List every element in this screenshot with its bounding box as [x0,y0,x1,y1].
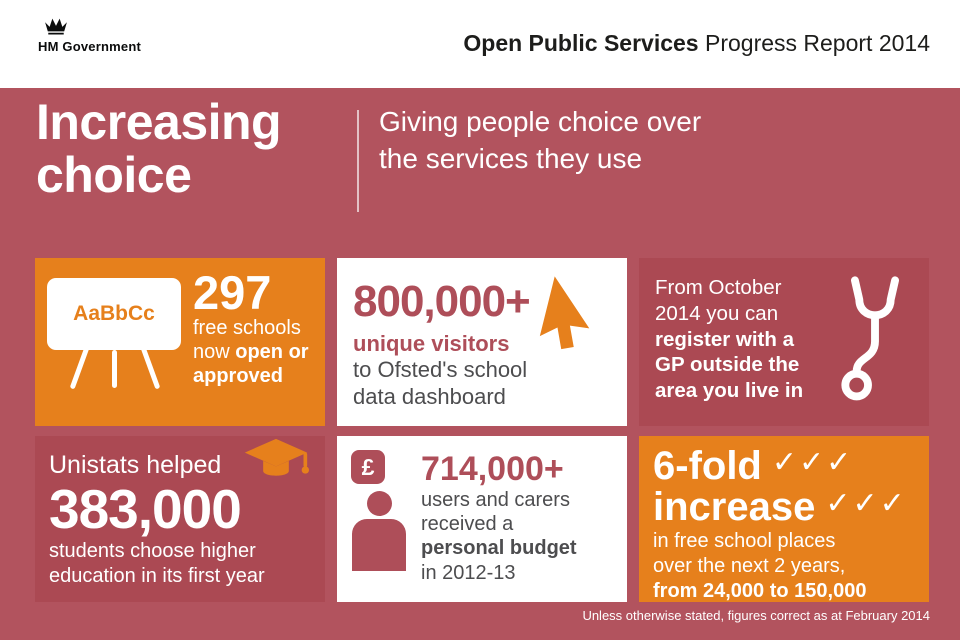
gp-bold3: area you live in [655,379,804,403]
footnote: Unless otherwise stated, figures correct… [582,608,930,623]
easel-leg-left [69,346,90,390]
school-places-headline2: increase ✓✓✓ [653,484,907,529]
free-schools-line2: now open or [193,341,309,363]
chalkboard-easel-icon: AaBbCc [47,278,183,408]
ofsted-visitors-count: 800,000+ [353,277,531,326]
ofsted-line2: to Ofsted's school [353,357,528,382]
free-schools-text: 297 free schools now open or approved [193,269,309,388]
pound-badge-icon: £ [351,450,385,484]
school-places-headline1: 6-fold ✓✓✓ [653,444,854,488]
unistats-intro: Unistats helped [49,451,222,479]
stethoscope-icon [841,276,899,401]
tile-gp-registration: From October 2014 you can register with … [639,258,929,426]
checkmarks-row2: ✓✓✓ [825,486,907,520]
gp-line1: From October [655,276,782,299]
graduation-cap-icon [244,438,309,476]
vertical-divider [357,110,359,212]
chalkboard-text: AaBbCc [73,302,155,325]
tile-ofsted-visitors: 800,000+ unique visitors to Ofsted's sch… [337,258,627,426]
person-head-icon [366,491,392,516]
subtitle-line1: Giving people choice over [379,106,702,137]
gp-bold2: GP outside the [655,353,800,377]
personal-budget-line1: users and carers [421,488,570,511]
easel-leg-right [140,346,161,390]
tile-unistats: Unistats helped 383,000 students choose … [35,436,325,602]
personal-budget-line3: in 2012-13 [421,561,516,584]
checkmarks-row1: ✓✓✓ [771,446,854,479]
mouse-cursor-icon [539,276,590,350]
personal-budget-line2: received a [421,513,514,536]
page-subtitle: Giving people choice over the services t… [379,103,701,177]
report-title-bold: Open Public Services [463,30,699,56]
gp-bold1: register with a [655,327,794,351]
tile-school-places: 6-fold ✓✓✓ increase ✓✓✓ in free school p… [639,436,929,602]
hm-government-logo: HM Government [38,15,141,54]
subtitle-line2: the services they use [379,143,643,175]
header-bar: HM Government Open Public Services Progr… [0,0,960,88]
page-title-line1: Increasing [36,94,282,150]
logo-label: HM Government [38,39,142,54]
free-schools-count: 297 [193,266,272,319]
free-schools-line3: approved [193,365,284,387]
personal-budget-count: 714,000+ [421,450,564,488]
chalkboard: AaBbCc [47,278,181,350]
page-title: Increasing choice [36,94,282,203]
school-places-bold: from 24,000 to 150,000 [653,580,867,603]
tile-free-schools: AaBbCc 297 free schools now open or appr… [35,258,325,426]
ofsted-line3: data dashboard [353,383,506,409]
gp-line2: 2014 you can [655,301,779,325]
page-title-line2: choice [36,146,192,203]
tile-personal-budget: £ 714,000+ users and carers received a p… [337,436,627,602]
school-places-line1: in free school places [653,529,836,552]
crown-icon [45,18,67,35]
free-schools-line1: free schools [193,317,301,339]
ofsted-line1: unique visitors [353,331,510,356]
easel-leg-center [112,350,117,388]
unistats-line2: education in its first year [49,564,265,587]
school-places-line2: over the next 2 years, [653,554,846,577]
personal-budget-bold: personal budget [421,537,577,560]
gp-text: From October 2014 you can register with … [655,275,827,404]
person-body-icon [352,519,406,571]
unistats-count: 383,000 [49,477,242,540]
report-title: Open Public Services Progress Report 201… [463,30,930,57]
report-title-rest: Progress Report 2014 [698,30,930,56]
unistats-line1: students choose higher [49,539,256,562]
person-with-pound-icon: £ [351,450,407,588]
personal-budget-text: 714,000+ users and carers received a per… [421,450,577,588]
